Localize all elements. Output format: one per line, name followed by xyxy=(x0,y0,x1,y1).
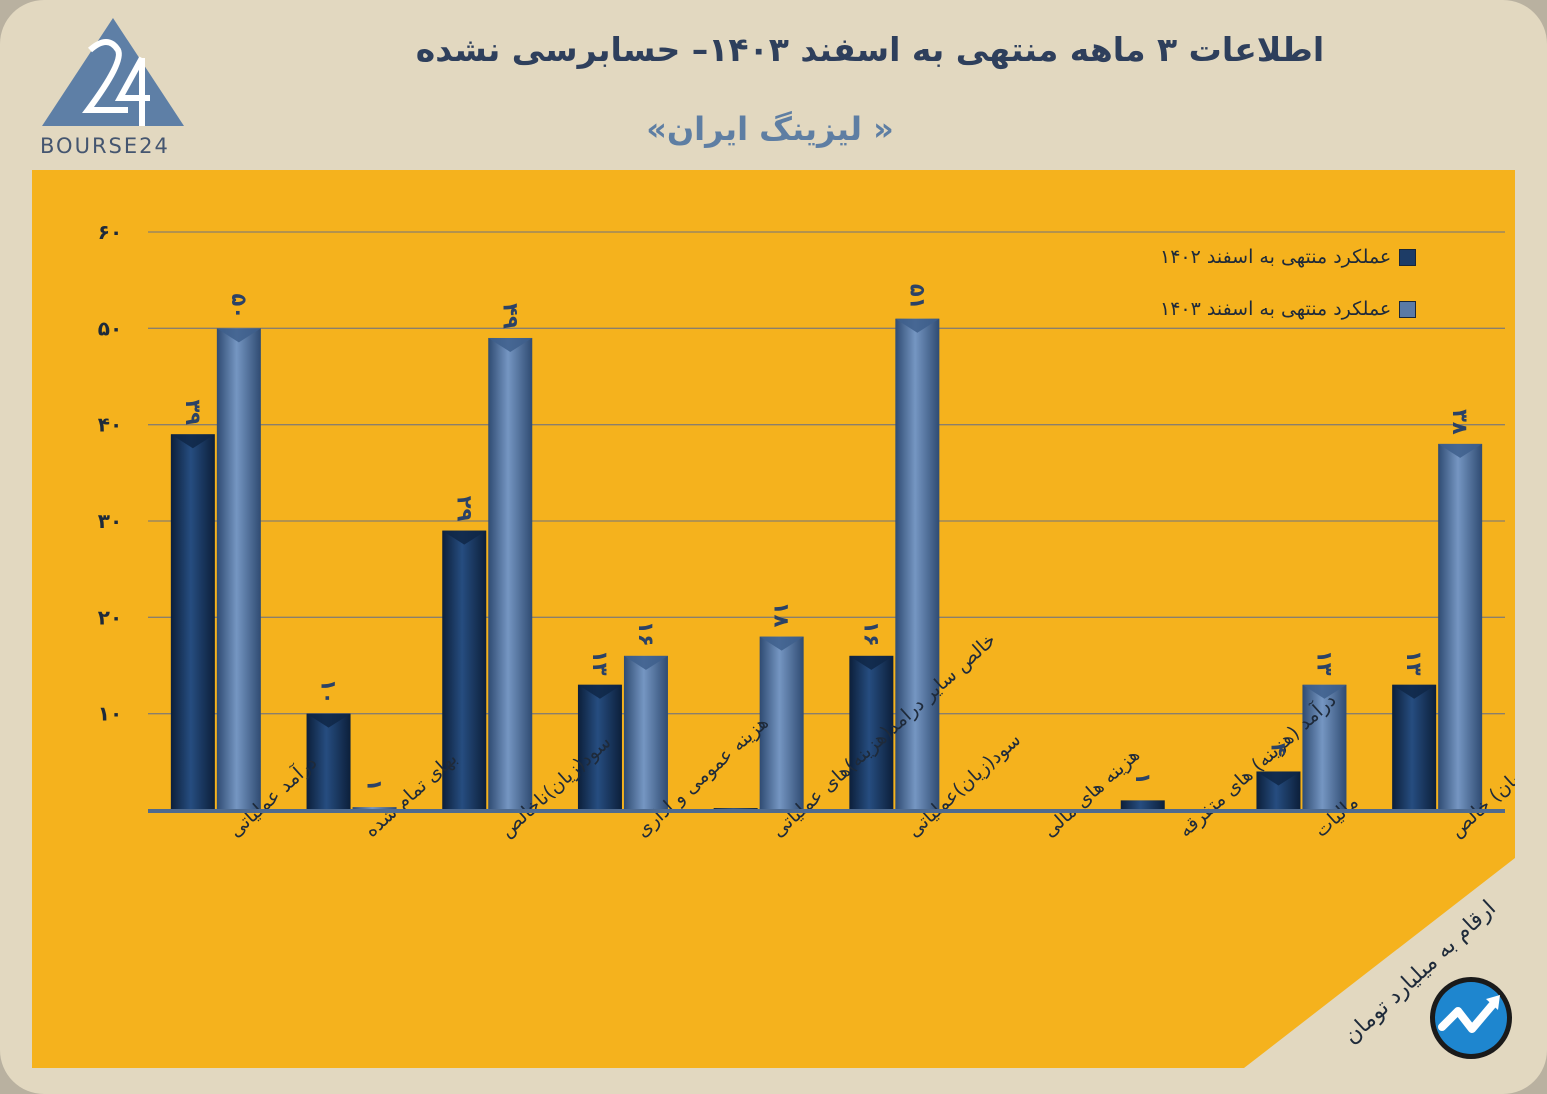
bar-cap xyxy=(623,655,668,670)
y-tick-label: ۳۰ xyxy=(98,509,122,533)
bar-1402 xyxy=(442,530,487,810)
bar-1403 xyxy=(895,318,940,810)
legend-item-1402: عملکرد منتهی به اسفند ۱۴۰۲ xyxy=(1160,246,1417,268)
page-title: اطلاعات ۳ ماهه منتهی به اسفند ۱۴۰۳– حساب… xyxy=(415,30,1325,69)
y-tick-label: ۱۰ xyxy=(98,702,122,726)
logo-text: BOURSE24 xyxy=(40,134,170,158)
bourse24-logo-icon xyxy=(42,18,184,126)
y-tick-label: ۴۰ xyxy=(98,413,122,437)
data-label: ۴۹ xyxy=(498,303,522,329)
bar-cap xyxy=(170,434,215,449)
bar-1403 xyxy=(759,636,804,810)
chart-panel xyxy=(32,170,1515,1068)
x-category-label: هزینه های مالی xyxy=(1039,744,1144,842)
data-label: ۵۰ xyxy=(227,294,251,320)
bar-cap xyxy=(216,328,261,343)
bar-cap xyxy=(488,337,533,352)
bar-1402 xyxy=(577,684,622,810)
bar-1403 xyxy=(488,337,533,810)
bar-cap xyxy=(759,636,804,651)
bar-1402 xyxy=(306,713,351,810)
legend-item-1403: عملکرد منتهی به اسفند ۱۴۰۳ xyxy=(1160,298,1417,320)
bar-1403 xyxy=(216,328,261,810)
data-label: ۳۸ xyxy=(1448,409,1472,435)
bar-cap xyxy=(895,318,940,333)
y-tick-label: ۵۰ xyxy=(98,316,122,340)
bar-cap xyxy=(442,530,487,545)
y-tick-label: ۲۰ xyxy=(98,605,122,629)
growth-chart-badge-icon xyxy=(1430,977,1512,1059)
legend-label-1402: عملکرد منتهی به اسفند ۱۴۰۲ xyxy=(1160,246,1392,268)
bar-cap xyxy=(849,655,894,670)
legend-label-1403: عملکرد منتهی به اسفند ۱۴۰۳ xyxy=(1160,298,1392,320)
legend-swatch-1403 xyxy=(1399,301,1417,318)
bar-cap xyxy=(577,684,622,699)
bar-cap xyxy=(1438,443,1483,458)
bar-cap xyxy=(1302,684,1347,699)
data-label: ۲۹ xyxy=(452,496,476,522)
y-tick-label: ۶۰ xyxy=(98,220,122,244)
data-label: ۱۶ xyxy=(634,621,658,647)
data-label: ۱۳ xyxy=(1312,650,1336,676)
bar-1403 xyxy=(1438,443,1483,810)
data-label: ۱۳ xyxy=(1402,650,1426,676)
data-label: ۱۰ xyxy=(317,679,341,705)
data-label: ۱۸ xyxy=(770,602,794,628)
bar-1403 xyxy=(352,807,397,810)
bar-cap xyxy=(1392,684,1437,699)
data-label: ۵۱ xyxy=(905,284,929,310)
bar-1402 xyxy=(849,655,894,810)
data-label: ۱ xyxy=(363,779,387,792)
legend-swatch-1402 xyxy=(1399,249,1417,266)
page-subtitle: « لیزینگ ایران» xyxy=(646,110,894,148)
bar-1402 xyxy=(170,434,215,810)
data-label: ۱۶ xyxy=(859,621,883,647)
bar-1402 xyxy=(1392,684,1437,810)
bar-cap xyxy=(306,713,351,728)
bar-1403 xyxy=(1302,684,1347,810)
bar-1403 xyxy=(623,655,668,810)
data-label: ۱ xyxy=(1131,772,1155,785)
data-label: ۳۹ xyxy=(181,399,205,425)
data-label: ۴ xyxy=(1266,743,1290,756)
bar-cap xyxy=(1256,771,1301,786)
bar-1402 xyxy=(1120,800,1165,810)
data-label: ۱۳ xyxy=(588,650,612,676)
